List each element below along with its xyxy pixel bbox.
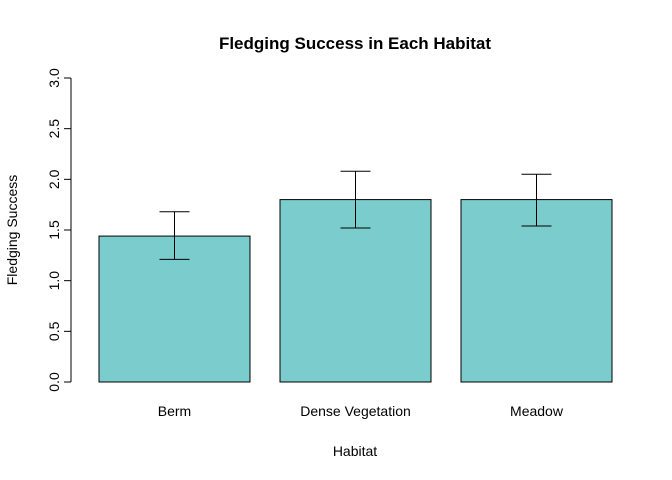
bars: [98, 170, 613, 383]
x-tick-label: Dense Vegetation: [300, 403, 411, 419]
y-tick-label: 0.5: [46, 321, 62, 341]
error-bar: [340, 170, 371, 229]
bar: [98, 235, 251, 383]
bar: [460, 199, 613, 383]
chart-title: Fledging Success in Each Habitat: [219, 34, 491, 53]
error-bar: [159, 211, 190, 260]
y-tick-label: 2.0: [46, 169, 62, 189]
y-tick-label: 2.5: [46, 119, 62, 139]
x-tick-labels: Berm Dense Vegetation Meadow: [158, 403, 564, 419]
x-tick-label: Meadow: [510, 403, 564, 419]
error-bar: [521, 173, 552, 227]
y-tick-label: 3.0: [46, 68, 62, 88]
y-tick-label: 1.5: [46, 220, 62, 240]
y-tick-label: 0.0: [46, 372, 62, 392]
x-axis-label: Habitat: [333, 443, 377, 459]
x-tick-label: Berm: [158, 403, 191, 419]
bar: [279, 199, 432, 383]
y-axis-label: Fledging Success: [4, 175, 20, 286]
y-axis: 0.0 0.5 1.0 1.5 2.0 2.5 3.0: [46, 68, 72, 392]
y-tick-label: 1.0: [46, 271, 62, 291]
